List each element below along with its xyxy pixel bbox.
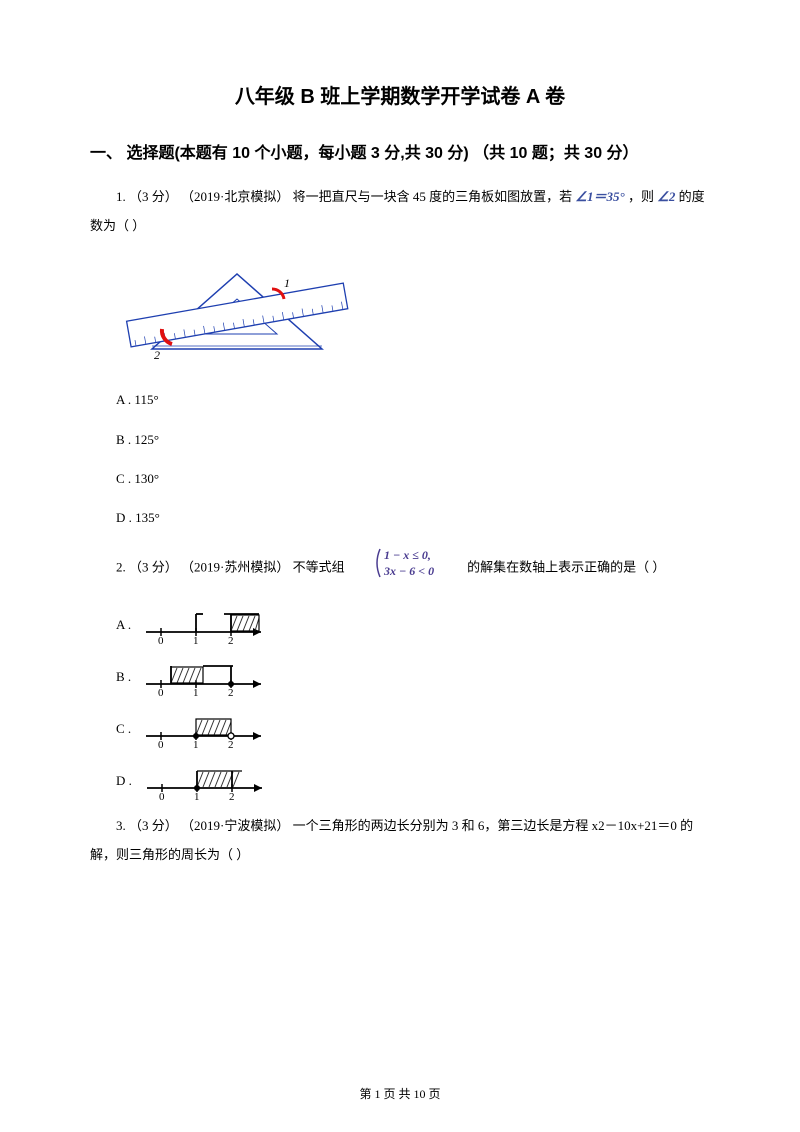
q2-stem-b: 的解集在数轴上表示正确的是（ ） bbox=[467, 559, 665, 574]
svg-text:2: 2 bbox=[228, 635, 234, 646]
q1-angle1: ∠1＝35° bbox=[575, 189, 624, 204]
q2-optB: B . 0 1 2 bbox=[116, 656, 710, 698]
q2-stem-a: 2. （3 分） （2019·苏州模拟） 不等式组 bbox=[116, 559, 348, 574]
svg-text:1: 1 bbox=[194, 791, 200, 802]
q1-optB: B . 125° bbox=[116, 428, 710, 451]
svg-text:1 − x ≤ 0,: 1 − x ≤ 0, bbox=[384, 548, 431, 562]
numberline-C-icon: 0 1 2 bbox=[141, 708, 276, 750]
svg-text:2: 2 bbox=[154, 348, 160, 362]
numberline-D-icon: 0 1 2 bbox=[142, 760, 277, 802]
q1-stem-b: ，则 bbox=[628, 189, 657, 204]
svg-text:3x − 6 < 0: 3x − 6 < 0 bbox=[383, 564, 434, 578]
q1-optD: D . 135° bbox=[116, 506, 710, 529]
q1-stem: 1. （3 分） （2019·北京模拟） 将一把直尺与一块含 45 度的三角板如… bbox=[90, 183, 710, 240]
q2-optA: A . 0 1 2 bbox=[116, 604, 710, 646]
svg-text:1: 1 bbox=[193, 739, 199, 750]
svg-text:1: 1 bbox=[193, 687, 199, 698]
svg-text:0: 0 bbox=[158, 635, 164, 646]
numberline-A-icon: 0 1 2 bbox=[141, 604, 276, 646]
svg-text:1: 1 bbox=[284, 276, 290, 290]
svg-text:2: 2 bbox=[228, 739, 234, 750]
q2-stem: 2. （3 分） （2019·苏州模拟） 不等式组 1 − x ≤ 0, 3x … bbox=[90, 546, 710, 591]
q1-stem-a: 1. （3 分） （2019·北京模拟） 将一把直尺与一块含 45 度的三角板如… bbox=[116, 189, 572, 204]
svg-text:1: 1 bbox=[193, 635, 199, 646]
q1-optC: C . 130° bbox=[116, 467, 710, 490]
page-title: 八年级 B 班上学期数学开学试卷 A 卷 bbox=[90, 80, 710, 109]
q2-inequality-system: 1 − x ≤ 0, 3x − 6 < 0 bbox=[348, 546, 464, 591]
q3-stem: 3. （3 分） （2019·宁波模拟） 一个三角形的两边长分别为 3 和 6，… bbox=[90, 812, 710, 869]
q1-figure: 1 2 bbox=[122, 254, 710, 374]
numberline-B-icon: 0 1 2 bbox=[141, 656, 276, 698]
page-footer: 第 1 页 共 10 页 bbox=[0, 1085, 800, 1102]
svg-text:2: 2 bbox=[228, 687, 234, 698]
q2-optD: D . 0 1 2 bbox=[116, 760, 710, 802]
q2-optD-label: D . bbox=[116, 773, 132, 789]
q2-optC-label: C . bbox=[116, 721, 131, 737]
q2-optA-label: A . bbox=[116, 617, 131, 633]
svg-text:2: 2 bbox=[229, 791, 235, 802]
q1-angle2: ∠2 bbox=[657, 189, 675, 204]
q2-optC: C . 0 1 2 bbox=[116, 708, 710, 750]
section-header: 一、 选择题(本题有 10 个小题，每小题 3 分,共 30 分) （共 10 … bbox=[90, 139, 710, 163]
svg-text:0: 0 bbox=[159, 791, 165, 802]
svg-text:0: 0 bbox=[158, 687, 164, 698]
q1-optA: A . 115° bbox=[116, 388, 710, 411]
q2-optB-label: B . bbox=[116, 669, 131, 685]
svg-text:0: 0 bbox=[158, 739, 164, 750]
